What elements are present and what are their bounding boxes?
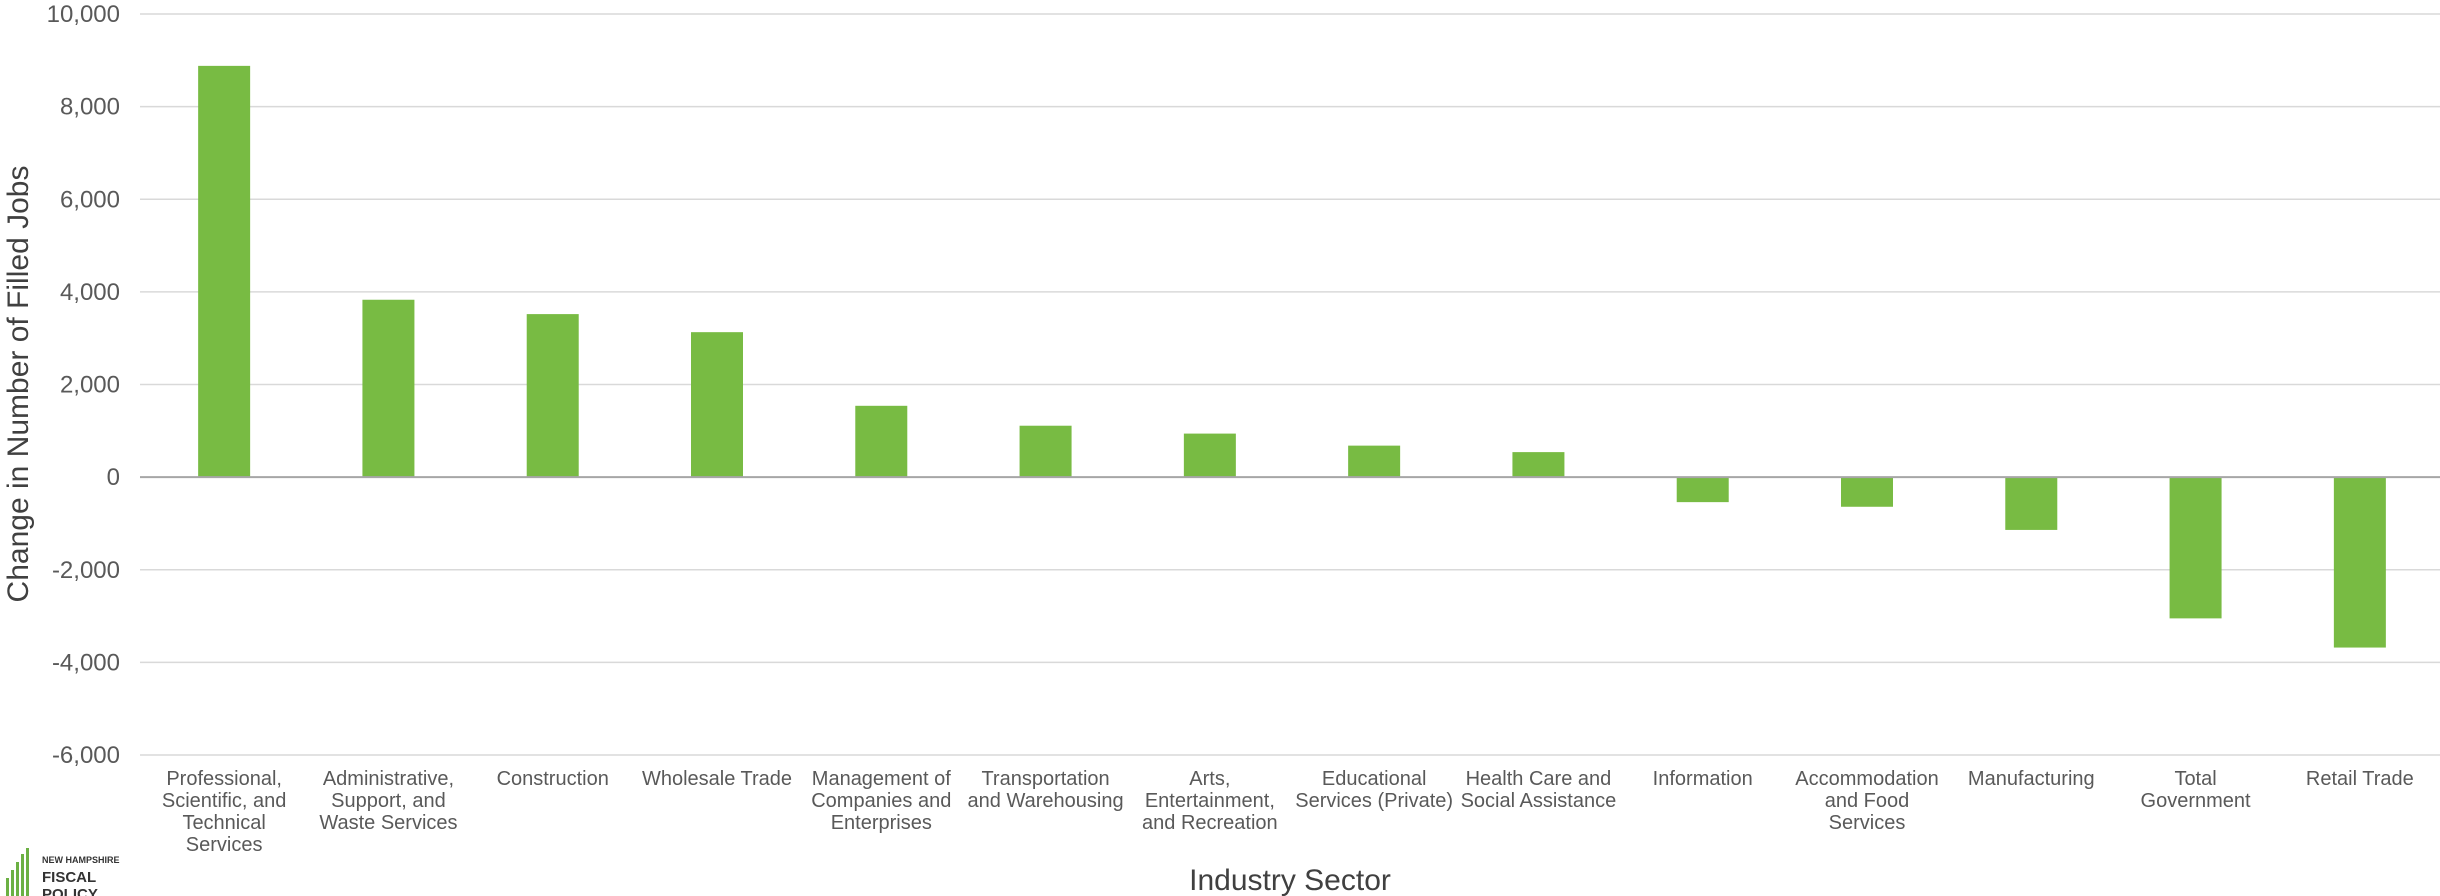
bar bbox=[1676, 477, 1729, 503]
y-tick-label: 4,000 bbox=[60, 279, 120, 306]
bar bbox=[1512, 452, 1565, 478]
y-tick-label: 8,000 bbox=[60, 94, 120, 121]
y-axis-ticks: -6,000 -4,000 -2,000 0 2,000 4,000 6,000 8,000 1… bbox=[47, 1, 120, 769]
x-category-label: Accommodation and Food Services bbox=[1795, 768, 1938, 834]
y-tick-label: 6,000 bbox=[60, 186, 120, 213]
x-category-label: Retail Trade bbox=[2306, 768, 2414, 790]
y-tick-label: -4,000 bbox=[52, 649, 120, 676]
y-tick-label: 2,000 bbox=[60, 372, 120, 399]
x-category-label: Arts, Entertainment, and Recreation bbox=[1142, 768, 1278, 834]
bar bbox=[855, 405, 908, 478]
x-category-label: Professional, Scientific, and Technical Ser… bbox=[162, 768, 287, 856]
x-axis-title: Industry Sector bbox=[1189, 864, 1391, 896]
y-tick-label: -2,000 bbox=[52, 557, 120, 584]
bar bbox=[198, 65, 251, 478]
bar bbox=[1183, 433, 1236, 478]
x-category-label: Health Care and Social Assistance bbox=[1461, 768, 1617, 812]
x-category-label: Educational Services (Private) bbox=[1295, 768, 1453, 812]
y-tick-label: -6,000 bbox=[52, 742, 120, 769]
x-axis-category-labels: Professional, Scientific, and Technical Ser… bbox=[162, 768, 2414, 856]
y-axis-title: Change in Number of Filled Jobs bbox=[2, 166, 35, 603]
bar bbox=[1841, 477, 1893, 507]
x-category-label: Construction bbox=[497, 768, 609, 790]
logo-line-1: NEW HAMPSHIRE bbox=[42, 855, 120, 865]
x-category-label: Information bbox=[1653, 768, 1753, 790]
x-category-label: Management of Companies and Enterprises bbox=[811, 768, 951, 834]
bars bbox=[198, 65, 2386, 648]
bar bbox=[691, 332, 743, 478]
bar bbox=[2005, 477, 2058, 530]
x-category-label: Total Government bbox=[2141, 768, 2251, 812]
logo-bars-icon bbox=[6, 848, 29, 896]
x-category-label: Manufacturing bbox=[1968, 768, 2095, 790]
x-category-label: Transportation and Warehousing bbox=[968, 768, 1124, 812]
x-category-label: Wholesale Trade bbox=[642, 768, 792, 790]
gridlines bbox=[140, 13, 2440, 756]
logo-line-2: FISCAL bbox=[42, 869, 96, 886]
y-tick-label: 10,000 bbox=[47, 1, 120, 28]
bar bbox=[1019, 425, 1072, 478]
x-category-label: Administrative, Support, and Waste Service… bbox=[319, 768, 457, 834]
bar bbox=[2169, 477, 2222, 619]
logo: NEW HAMPSHIRE FISCAL POLICY bbox=[6, 848, 120, 896]
logo-line-3: POLICY bbox=[42, 886, 98, 896]
bar bbox=[362, 299, 415, 478]
y-tick-label: 0 bbox=[107, 464, 120, 491]
bar bbox=[526, 314, 579, 478]
bar bbox=[1348, 445, 1401, 478]
bar bbox=[2333, 477, 2386, 648]
